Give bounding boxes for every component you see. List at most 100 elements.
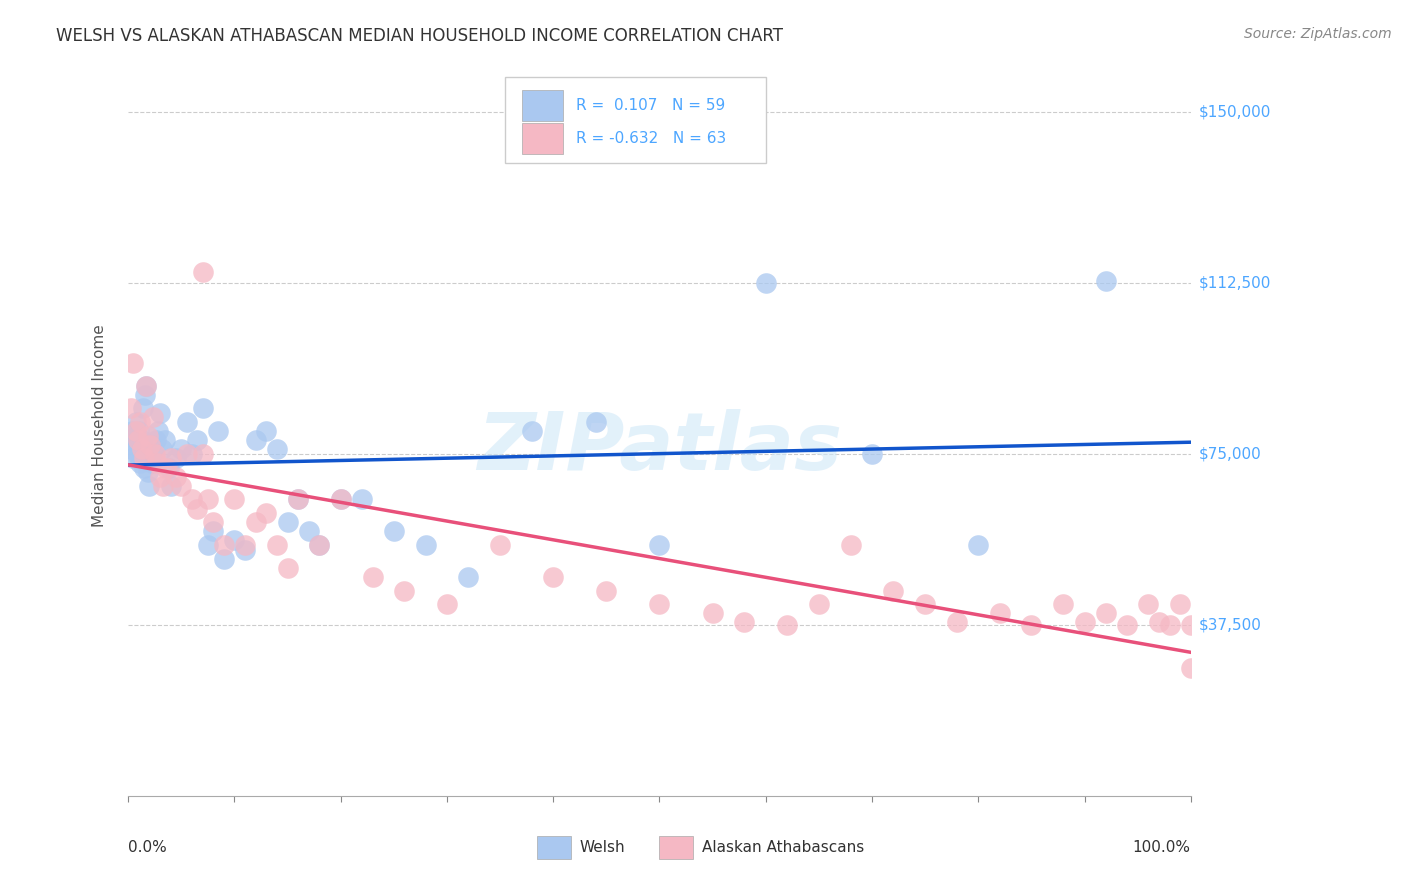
Point bbox=[138, 479, 160, 493]
Point bbox=[329, 492, 352, 507]
Point bbox=[839, 538, 862, 552]
Text: $75,000: $75,000 bbox=[1199, 446, 1261, 461]
Text: $37,500: $37,500 bbox=[1199, 617, 1263, 632]
Point bbox=[967, 538, 990, 552]
Point bbox=[207, 424, 229, 438]
Point bbox=[127, 433, 149, 447]
Point bbox=[860, 447, 883, 461]
Point bbox=[914, 597, 936, 611]
Point bbox=[1159, 617, 1181, 632]
Point bbox=[131, 433, 153, 447]
Text: $112,500: $112,500 bbox=[1199, 276, 1271, 291]
Point bbox=[122, 451, 145, 466]
Point bbox=[132, 451, 155, 466]
Point bbox=[176, 447, 198, 461]
Point bbox=[1147, 615, 1170, 630]
Point bbox=[138, 428, 160, 442]
Point bbox=[277, 515, 299, 529]
Text: Source: ZipAtlas.com: Source: ZipAtlas.com bbox=[1244, 27, 1392, 41]
Point bbox=[191, 401, 214, 416]
Point bbox=[1116, 617, 1139, 632]
Point bbox=[141, 456, 163, 470]
Bar bbox=[537, 837, 571, 859]
Point bbox=[152, 479, 174, 493]
Point bbox=[132, 401, 155, 416]
Point bbox=[129, 442, 152, 457]
Point bbox=[350, 492, 373, 507]
Point bbox=[146, 424, 169, 438]
Point bbox=[254, 506, 277, 520]
Point bbox=[329, 492, 352, 507]
Point bbox=[212, 538, 235, 552]
Point bbox=[181, 492, 204, 507]
Y-axis label: Median Household Income: Median Household Income bbox=[93, 324, 107, 527]
Text: 100.0%: 100.0% bbox=[1133, 840, 1191, 855]
Bar bbox=[523, 123, 562, 154]
Point bbox=[233, 538, 256, 552]
Text: 0.0%: 0.0% bbox=[128, 840, 167, 855]
Point bbox=[1168, 597, 1191, 611]
Point bbox=[127, 438, 149, 452]
Point bbox=[202, 515, 225, 529]
Point bbox=[648, 597, 671, 611]
Point bbox=[202, 524, 225, 539]
Point bbox=[755, 276, 778, 290]
Point bbox=[165, 451, 187, 466]
Point bbox=[224, 533, 246, 548]
Point bbox=[128, 415, 150, 429]
Point bbox=[197, 538, 219, 552]
Point bbox=[1073, 615, 1095, 630]
Point bbox=[135, 378, 157, 392]
Point bbox=[436, 597, 458, 611]
Point bbox=[132, 460, 155, 475]
Point bbox=[181, 447, 204, 461]
Point bbox=[159, 479, 181, 493]
Point bbox=[287, 492, 309, 507]
Point bbox=[149, 469, 172, 483]
Point bbox=[946, 615, 969, 630]
Point bbox=[382, 524, 405, 539]
Bar bbox=[523, 90, 562, 121]
Point bbox=[191, 264, 214, 278]
Point bbox=[287, 492, 309, 507]
Point bbox=[139, 438, 162, 452]
Point bbox=[120, 433, 142, 447]
Point bbox=[1021, 617, 1043, 632]
FancyBboxPatch shape bbox=[505, 78, 766, 162]
Point bbox=[149, 406, 172, 420]
Point bbox=[124, 424, 146, 438]
Point bbox=[122, 356, 145, 370]
Point bbox=[245, 515, 267, 529]
Point bbox=[135, 378, 157, 392]
Point bbox=[125, 447, 148, 461]
Point bbox=[233, 542, 256, 557]
Point bbox=[1180, 661, 1202, 675]
Point bbox=[266, 442, 288, 457]
Point bbox=[254, 424, 277, 438]
Text: ZIPatlas: ZIPatlas bbox=[477, 409, 842, 487]
Point bbox=[136, 451, 159, 466]
Point bbox=[415, 538, 437, 552]
Point bbox=[120, 442, 142, 457]
Point bbox=[520, 424, 543, 438]
Point bbox=[541, 570, 564, 584]
Point bbox=[298, 524, 321, 539]
Point bbox=[165, 469, 187, 483]
Text: Welsh: Welsh bbox=[579, 840, 626, 855]
Point bbox=[145, 433, 167, 447]
Text: Alaskan Athabascans: Alaskan Athabascans bbox=[702, 840, 865, 855]
Point bbox=[170, 442, 193, 457]
Point bbox=[988, 607, 1011, 621]
Point bbox=[186, 433, 208, 447]
Point bbox=[155, 433, 177, 447]
Point bbox=[128, 424, 150, 438]
Point bbox=[702, 607, 724, 621]
Point bbox=[1052, 597, 1074, 611]
Point bbox=[176, 415, 198, 429]
Point bbox=[142, 447, 165, 461]
Point bbox=[457, 570, 479, 584]
Point bbox=[807, 597, 830, 611]
Point bbox=[142, 410, 165, 425]
Point bbox=[120, 401, 142, 416]
Point bbox=[734, 615, 756, 630]
